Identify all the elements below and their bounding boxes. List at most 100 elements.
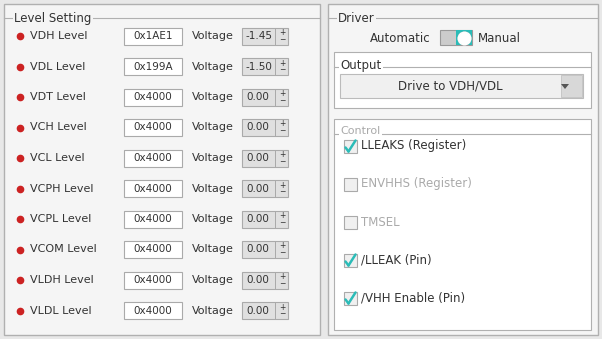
Bar — [334, 119, 591, 330]
Text: VCH Level: VCH Level — [30, 122, 87, 133]
Bar — [344, 178, 357, 191]
Bar — [242, 119, 288, 136]
Text: +: + — [279, 150, 285, 159]
Text: 0x4000: 0x4000 — [134, 183, 172, 194]
Text: Voltage: Voltage — [192, 244, 234, 255]
Text: Output: Output — [340, 59, 381, 72]
Text: 0x4000: 0x4000 — [134, 122, 172, 133]
Text: −: − — [279, 65, 285, 75]
Text: 0x1AE1: 0x1AE1 — [133, 31, 173, 41]
Text: 0.00: 0.00 — [246, 92, 269, 102]
Bar — [124, 27, 182, 44]
Text: +: + — [279, 120, 285, 128]
Bar — [440, 30, 472, 45]
Bar — [456, 30, 472, 45]
Text: Level Setting: Level Setting — [14, 12, 92, 25]
Bar — [275, 272, 276, 288]
Text: Voltage: Voltage — [192, 153, 234, 163]
Text: 0x199A: 0x199A — [133, 61, 173, 72]
Text: VDL Level: VDL Level — [30, 61, 85, 72]
Text: VDT Level: VDT Level — [30, 92, 86, 102]
Bar — [124, 58, 182, 75]
Bar — [275, 27, 276, 44]
Text: +: + — [279, 28, 285, 37]
Text: 0.00: 0.00 — [246, 305, 269, 316]
Bar — [124, 149, 182, 166]
Text: −: − — [279, 126, 285, 136]
Text: 0x4000: 0x4000 — [134, 275, 172, 285]
Text: +: + — [279, 211, 285, 220]
Text: Voltage: Voltage — [192, 31, 234, 41]
Bar — [328, 4, 598, 335]
Text: 0.00: 0.00 — [246, 183, 269, 194]
Bar — [275, 119, 276, 136]
Text: Manual: Manual — [478, 32, 521, 44]
Text: −: − — [279, 248, 285, 258]
Bar — [124, 180, 182, 197]
Text: VCL Level: VCL Level — [30, 153, 85, 163]
Text: /VHH Enable (Pin): /VHH Enable (Pin) — [361, 292, 465, 304]
Bar — [242, 149, 288, 166]
Bar — [344, 292, 357, 304]
Bar — [242, 180, 288, 197]
Text: −: − — [279, 218, 285, 227]
Text: Voltage: Voltage — [192, 183, 234, 194]
Text: 0.00: 0.00 — [246, 153, 269, 163]
Bar — [242, 272, 288, 288]
Text: 0.00: 0.00 — [246, 122, 269, 133]
Text: ENVHHS (Register): ENVHHS (Register) — [361, 178, 472, 191]
Bar — [124, 302, 182, 319]
Bar — [124, 211, 182, 227]
Text: −: − — [279, 96, 285, 105]
Text: -1.50: -1.50 — [246, 61, 273, 72]
Bar — [242, 88, 288, 105]
Bar — [340, 74, 583, 98]
Text: LLEAKS (Register): LLEAKS (Register) — [361, 140, 467, 153]
Bar — [344, 140, 357, 153]
Text: TMSEL: TMSEL — [361, 216, 400, 228]
Text: Drive to VDH/VDL: Drive to VDH/VDL — [398, 80, 503, 93]
Bar — [275, 241, 276, 258]
Text: −: − — [279, 310, 285, 319]
Bar — [275, 58, 276, 75]
Text: 0x4000: 0x4000 — [134, 92, 172, 102]
Text: +: + — [279, 89, 285, 98]
Text: VCOM Level: VCOM Level — [30, 244, 97, 255]
Bar — [275, 88, 276, 105]
Text: VDH Level: VDH Level — [30, 31, 87, 41]
Text: -1.45: -1.45 — [246, 31, 273, 41]
Bar — [124, 241, 182, 258]
Text: 0.00: 0.00 — [246, 244, 269, 255]
Bar — [344, 254, 357, 266]
Text: +: + — [279, 272, 285, 281]
Bar — [242, 211, 288, 227]
Text: 0.00: 0.00 — [246, 214, 269, 224]
Text: +: + — [279, 59, 285, 67]
Bar — [275, 180, 276, 197]
Text: 0x4000: 0x4000 — [134, 244, 172, 255]
Bar — [275, 149, 276, 166]
Text: −: − — [279, 187, 285, 197]
Text: −: − — [279, 279, 285, 288]
Text: /LLEAK (Pin): /LLEAK (Pin) — [361, 254, 432, 266]
Text: VCPL Level: VCPL Level — [30, 214, 92, 224]
Bar — [344, 216, 357, 228]
Bar — [334, 52, 591, 108]
Text: +: + — [279, 241, 285, 251]
Bar — [124, 88, 182, 105]
Bar — [242, 241, 288, 258]
Polygon shape — [561, 84, 569, 89]
Text: Voltage: Voltage — [192, 305, 234, 316]
Bar — [242, 302, 288, 319]
Text: VLDH Level: VLDH Level — [30, 275, 94, 285]
Text: Driver: Driver — [338, 12, 375, 25]
Text: VLDL Level: VLDL Level — [30, 305, 92, 316]
Text: +: + — [279, 180, 285, 190]
Text: Voltage: Voltage — [192, 92, 234, 102]
Bar — [124, 119, 182, 136]
Text: VCPH Level: VCPH Level — [30, 183, 93, 194]
Text: 0.00: 0.00 — [246, 275, 269, 285]
Text: 0x4000: 0x4000 — [134, 305, 172, 316]
Text: 0x4000: 0x4000 — [134, 153, 172, 163]
Text: +: + — [279, 302, 285, 312]
